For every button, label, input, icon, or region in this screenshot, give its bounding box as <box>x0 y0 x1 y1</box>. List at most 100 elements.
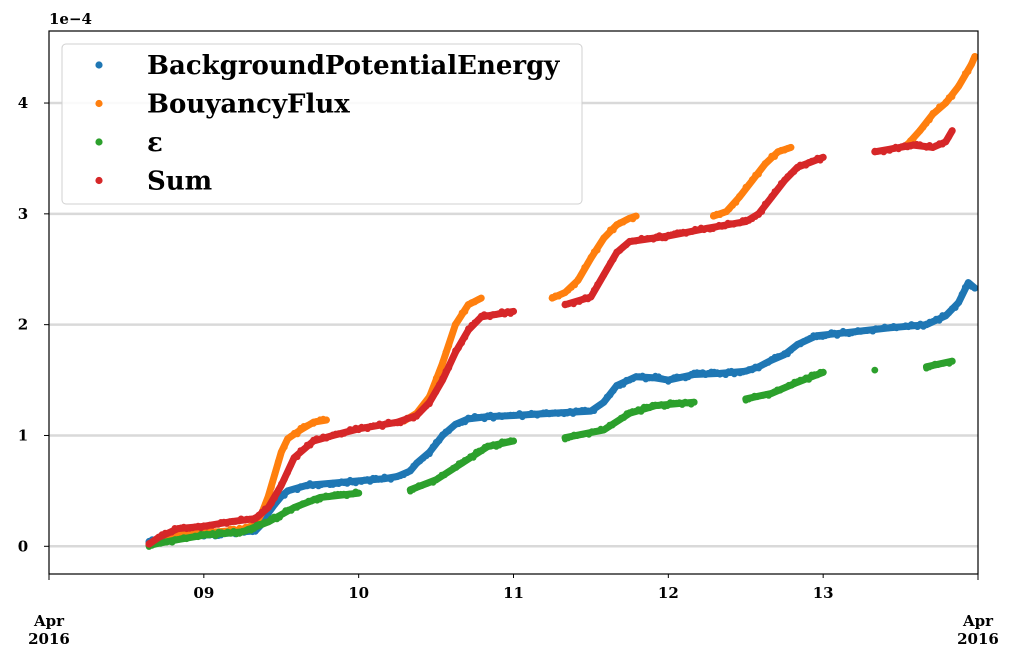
data-point <box>200 522 208 530</box>
data-point <box>439 376 446 384</box>
legend-label: Sum <box>147 167 212 197</box>
data-point <box>664 376 672 384</box>
data-point <box>748 177 756 185</box>
data-point <box>445 364 453 371</box>
data-point <box>916 127 924 135</box>
data-point <box>355 477 363 485</box>
data-point <box>703 224 711 232</box>
legend-marker <box>95 138 103 146</box>
data-point <box>587 407 595 415</box>
data-point <box>948 127 956 135</box>
data-point <box>716 370 724 377</box>
data-point <box>461 334 469 341</box>
data-point <box>239 528 246 536</box>
data-point <box>145 540 153 548</box>
data-point <box>597 240 604 247</box>
data-point <box>755 363 763 371</box>
data-point <box>470 454 477 461</box>
data-point <box>936 317 943 324</box>
data-point <box>626 214 633 222</box>
data-point <box>761 160 769 168</box>
data-point <box>510 437 517 445</box>
data-point <box>484 443 492 450</box>
data-point <box>477 294 485 302</box>
data-point <box>406 486 414 494</box>
legend-marker <box>95 61 103 69</box>
data-point <box>613 382 621 389</box>
data-point <box>329 479 337 487</box>
data-point <box>574 276 582 284</box>
data-point <box>652 402 659 409</box>
data-point <box>929 144 937 151</box>
data-point <box>771 153 778 160</box>
data-point <box>732 199 740 206</box>
data-point <box>781 177 788 185</box>
x-tick-label: 13 <box>813 584 834 602</box>
legend-label: BouyancyFlux <box>147 90 350 120</box>
y-axis: 0 1 2 3 4 <box>18 94 49 555</box>
data-point <box>600 271 608 279</box>
data-point <box>755 171 762 178</box>
data-point <box>971 284 979 292</box>
data-point <box>632 212 640 220</box>
data-point <box>429 393 437 400</box>
data-point <box>626 409 633 417</box>
data-point <box>652 374 659 382</box>
data-point <box>432 476 440 484</box>
data-point <box>578 271 585 279</box>
data-point <box>264 504 272 511</box>
legend-marker <box>95 99 103 108</box>
data-point <box>510 412 517 419</box>
data-point <box>561 301 569 309</box>
data-point <box>710 212 717 220</box>
x-tick-label: 09 <box>193 584 214 602</box>
data-point <box>464 415 472 423</box>
data-point <box>632 373 640 381</box>
x-tick-label: 10 <box>348 584 369 602</box>
data-point <box>587 293 595 301</box>
data-point <box>958 291 966 298</box>
series-layer <box>145 53 979 550</box>
data-point <box>426 398 433 406</box>
data-point <box>871 148 879 156</box>
data-point <box>597 277 604 284</box>
data-point <box>942 138 950 146</box>
data-point <box>929 110 937 118</box>
data-point <box>613 221 621 229</box>
data-point <box>610 387 617 394</box>
data-point <box>287 462 295 469</box>
data-point <box>664 232 672 240</box>
legend-box <box>61 43 583 205</box>
data-point <box>429 443 437 450</box>
data-point <box>600 426 608 434</box>
data-point <box>445 342 453 350</box>
data-point <box>945 133 953 141</box>
data-point <box>884 324 892 332</box>
y-tick-label: 3 <box>18 205 28 223</box>
data-point <box>845 329 853 336</box>
data-point <box>277 481 285 489</box>
data-point <box>271 470 279 478</box>
data-point <box>965 68 972 75</box>
x-tick-label: 12 <box>658 584 679 602</box>
data-point <box>252 515 259 522</box>
data-point <box>271 494 278 502</box>
data-point <box>794 163 801 171</box>
data-point <box>594 247 601 254</box>
data-point <box>942 312 950 320</box>
data-point <box>735 193 743 201</box>
data-point <box>768 356 775 364</box>
x-tick-label: 11 <box>503 584 524 602</box>
data-point <box>484 413 492 420</box>
data-point <box>458 459 466 467</box>
data-point <box>323 416 330 424</box>
legend-marker <box>95 176 103 185</box>
data-point <box>310 418 317 426</box>
data-point <box>690 398 698 406</box>
data-point <box>781 351 788 358</box>
data-point <box>742 395 750 403</box>
data-point <box>452 349 459 356</box>
data-point <box>819 153 827 161</box>
y-tick-label: 0 <box>18 537 28 555</box>
data-point <box>274 458 282 466</box>
